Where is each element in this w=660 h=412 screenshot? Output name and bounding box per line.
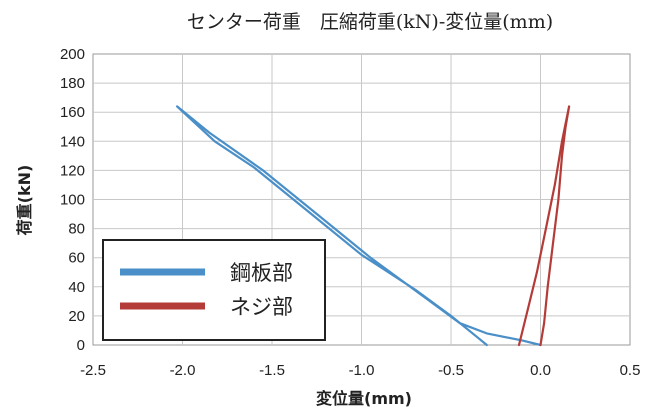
legend: 鋼板部 ネジ部	[102, 239, 326, 341]
y-tick-label: 0	[77, 337, 85, 354]
y-tick-label: 20	[68, 308, 85, 325]
y-axis-title: 荷重(kN)	[15, 165, 34, 236]
y-tick-label: 120	[60, 162, 85, 179]
y-tick-label: 60	[68, 250, 85, 267]
x-axis-ticks: -2.5 -2.0 -1.5 -1.0 -0.5 0.0 0.5	[80, 362, 640, 379]
y-tick-label: 180	[60, 75, 85, 92]
y-tick-label: 100	[60, 192, 85, 209]
x-tick-label: -0.5	[438, 362, 464, 379]
x-tick-label: -2.0	[170, 362, 196, 379]
x-tick-label: -2.5	[80, 362, 106, 379]
y-tick-label: 40	[68, 279, 85, 296]
y-tick-label: 140	[60, 133, 85, 150]
y-tick-label: 80	[68, 221, 85, 238]
series-layer	[176, 105, 571, 347]
legend-box	[102, 239, 326, 341]
y-tick-label: 160	[60, 104, 85, 121]
x-tick-label: 0.5	[620, 362, 641, 379]
x-tick-label: -1.0	[349, 362, 375, 379]
x-axis-title: 変位量(mm)	[316, 389, 412, 408]
y-axis-ticks: 0 20 40 60 80 100 120 140 160 180 200	[60, 46, 85, 354]
y-tick-label: 200	[60, 46, 85, 63]
legend-label-series-0: 鋼板部	[230, 261, 293, 285]
x-tick-label: 0.0	[530, 362, 551, 379]
legend-label-series-1: ネジ部	[230, 295, 293, 319]
x-tick-label: -1.5	[259, 362, 285, 379]
chart-title: センター荷重 圧縮荷重(kN)-変位量(mm)	[187, 11, 553, 33]
series-line-1	[517, 105, 571, 347]
series-line-0	[176, 105, 542, 347]
